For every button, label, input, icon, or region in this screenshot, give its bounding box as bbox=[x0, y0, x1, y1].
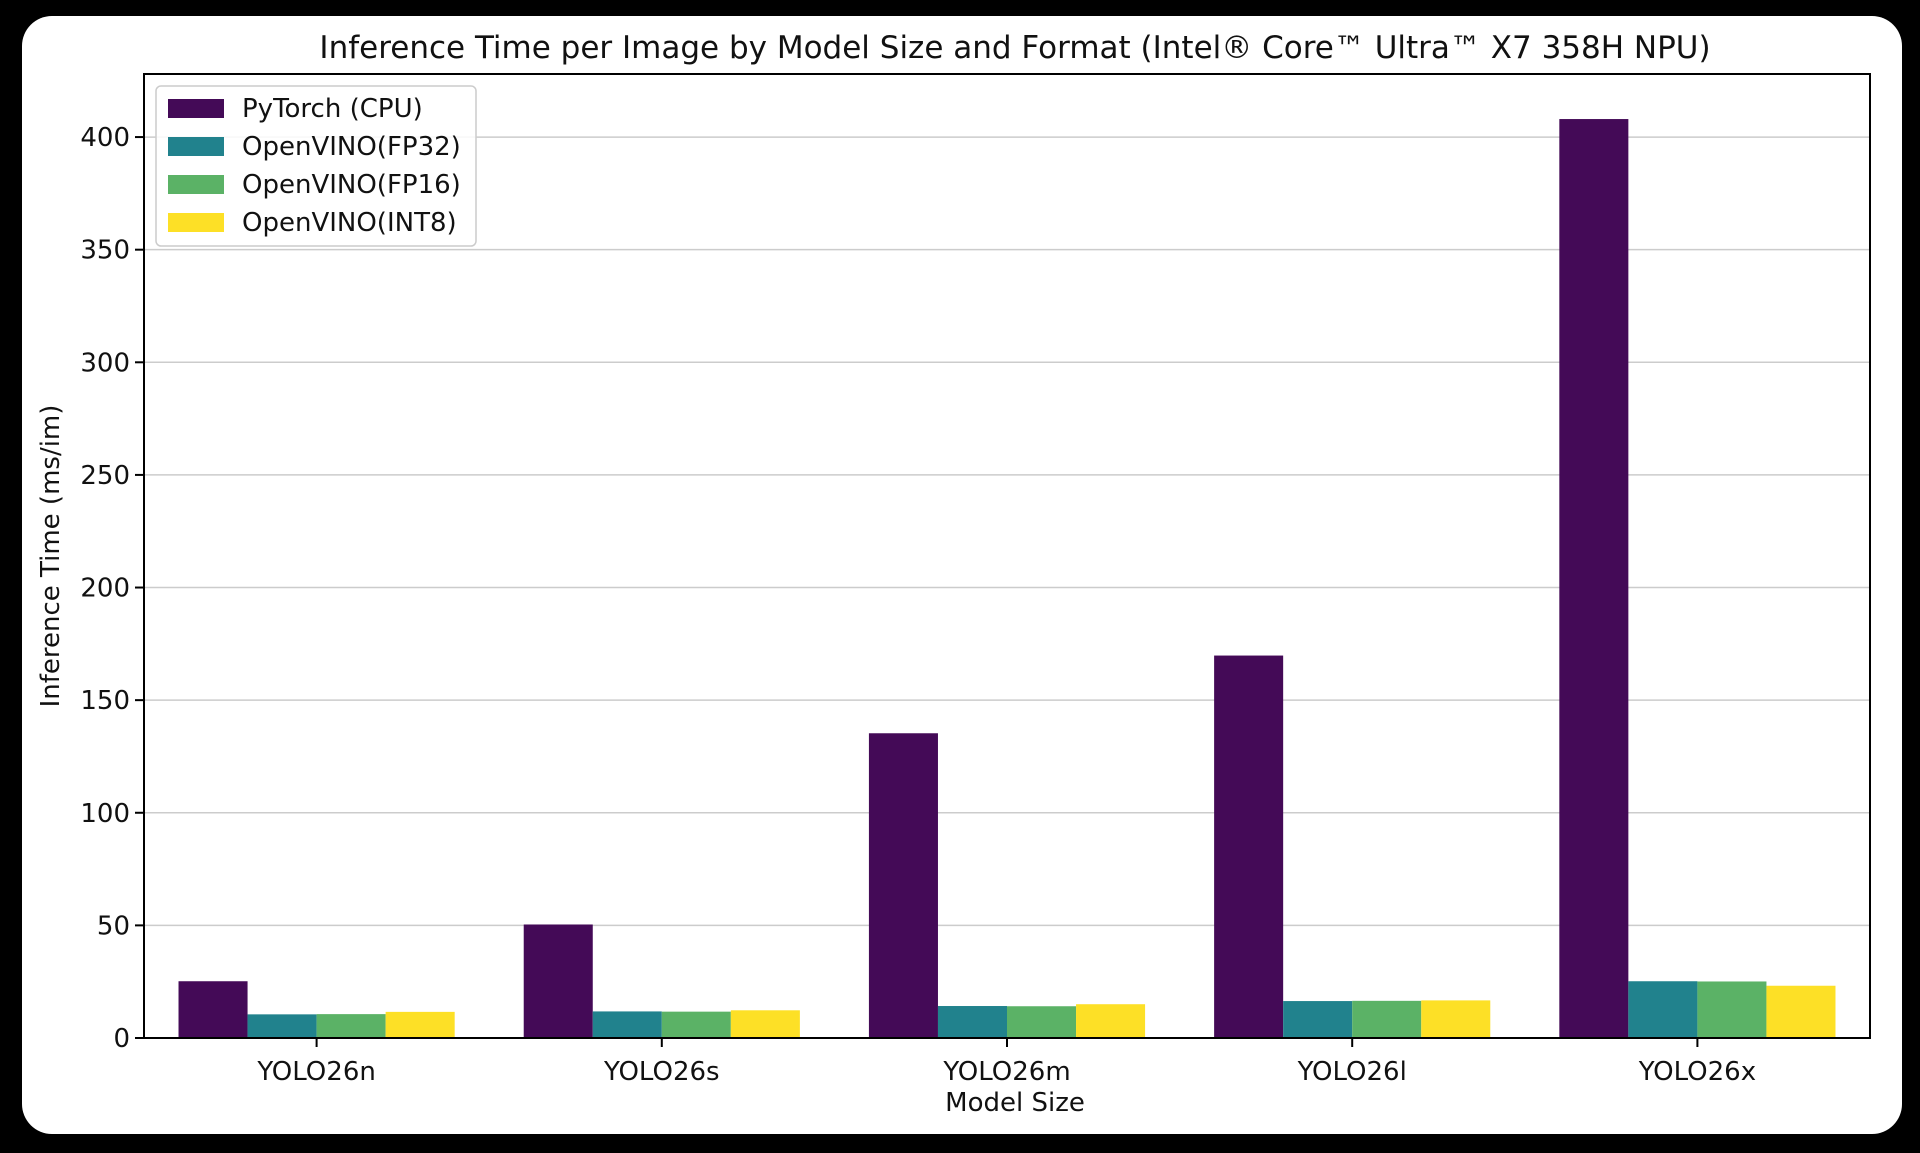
legend-label: OpenVINO(FP32) bbox=[242, 132, 461, 162]
legend-label: OpenVINO(FP16) bbox=[242, 170, 461, 200]
legend-swatch bbox=[168, 175, 224, 194]
bar-YOLO26s-series-3 bbox=[730, 1010, 800, 1038]
y-axis-label: Inference Time (ms/im) bbox=[36, 405, 66, 708]
x-tick-label: YOLO26n bbox=[256, 1057, 376, 1087]
legend-swatch bbox=[168, 99, 224, 118]
bar-YOLO26l-series-2 bbox=[1352, 1000, 1422, 1038]
x-tick-label: YOLO26s bbox=[603, 1057, 720, 1087]
y-axis-ticks: 0 50 100 150 200 250 300 350 400 bbox=[80, 123, 144, 1054]
y-tick-label: 400 bbox=[80, 123, 130, 153]
gridlines bbox=[144, 136, 1870, 927]
bar-YOLO26l-series-1 bbox=[1283, 1001, 1353, 1038]
legend-label: OpenVINO(INT8) bbox=[242, 208, 457, 238]
legend: PyTorch (CPU) OpenVINO(FP32) OpenVINO(FP16… bbox=[155, 85, 477, 247]
y-tick-label: 100 bbox=[80, 799, 130, 829]
bar-YOLO26x-series-1 bbox=[1628, 981, 1698, 1038]
bar-YOLO26n-series-0 bbox=[178, 981, 248, 1038]
y-tick-label: 350 bbox=[80, 236, 130, 266]
bar-YOLO26n-series-2 bbox=[316, 1014, 386, 1038]
bar-YOLO26n-series-1 bbox=[247, 1014, 317, 1038]
y-tick-label: 300 bbox=[80, 348, 130, 378]
chart-card: Inference Time per Image by Model Size a… bbox=[22, 16, 1902, 1134]
legend-swatch bbox=[168, 213, 224, 232]
bar-YOLO26m-series-0 bbox=[868, 733, 938, 1038]
x-tick-label: YOLO26m bbox=[942, 1057, 1070, 1087]
y-tick-label: 250 bbox=[80, 461, 130, 491]
x-tick-label: YOLO26x bbox=[1638, 1057, 1756, 1087]
bar-YOLO26x-series-3 bbox=[1766, 985, 1836, 1038]
y-tick-label: 200 bbox=[80, 574, 130, 604]
bar-YOLO26m-series-2 bbox=[1007, 1006, 1077, 1038]
bar-YOLO26m-series-1 bbox=[937, 1006, 1007, 1038]
bar-YOLO26n-series-3 bbox=[385, 1011, 455, 1038]
legend-box bbox=[155, 85, 477, 247]
bar-chart: Inference Time per Image by Model Size a… bbox=[36, 30, 1871, 1118]
bar-YOLO26m-series-3 bbox=[1076, 1004, 1146, 1038]
bar-YOLO26l-series-0 bbox=[1214, 655, 1284, 1038]
x-axis-ticks: YOLO26n YOLO26s YOLO26m YOLO26l YOLO26x bbox=[256, 1038, 1756, 1087]
bars bbox=[178, 119, 1836, 1038]
y-tick-label: 0 bbox=[113, 1024, 130, 1054]
legend-label: PyTorch (CPU) bbox=[242, 94, 423, 124]
y-tick-label: 150 bbox=[80, 686, 130, 716]
legend-swatch bbox=[168, 137, 224, 156]
bar-YOLO26s-series-1 bbox=[592, 1011, 662, 1038]
bar-YOLO26s-series-2 bbox=[661, 1011, 731, 1038]
bar-YOLO26s-series-0 bbox=[523, 924, 593, 1038]
x-axis-label: Model Size bbox=[945, 1088, 1085, 1118]
chart-title: Inference Time per Image by Model Size a… bbox=[319, 30, 1710, 66]
bar-YOLO26x-series-2 bbox=[1697, 981, 1767, 1038]
bar-YOLO26x-series-0 bbox=[1559, 119, 1629, 1038]
bar-YOLO26l-series-3 bbox=[1421, 1000, 1491, 1038]
x-tick-label: YOLO26l bbox=[1297, 1057, 1407, 1087]
y-tick-label: 50 bbox=[97, 911, 130, 941]
